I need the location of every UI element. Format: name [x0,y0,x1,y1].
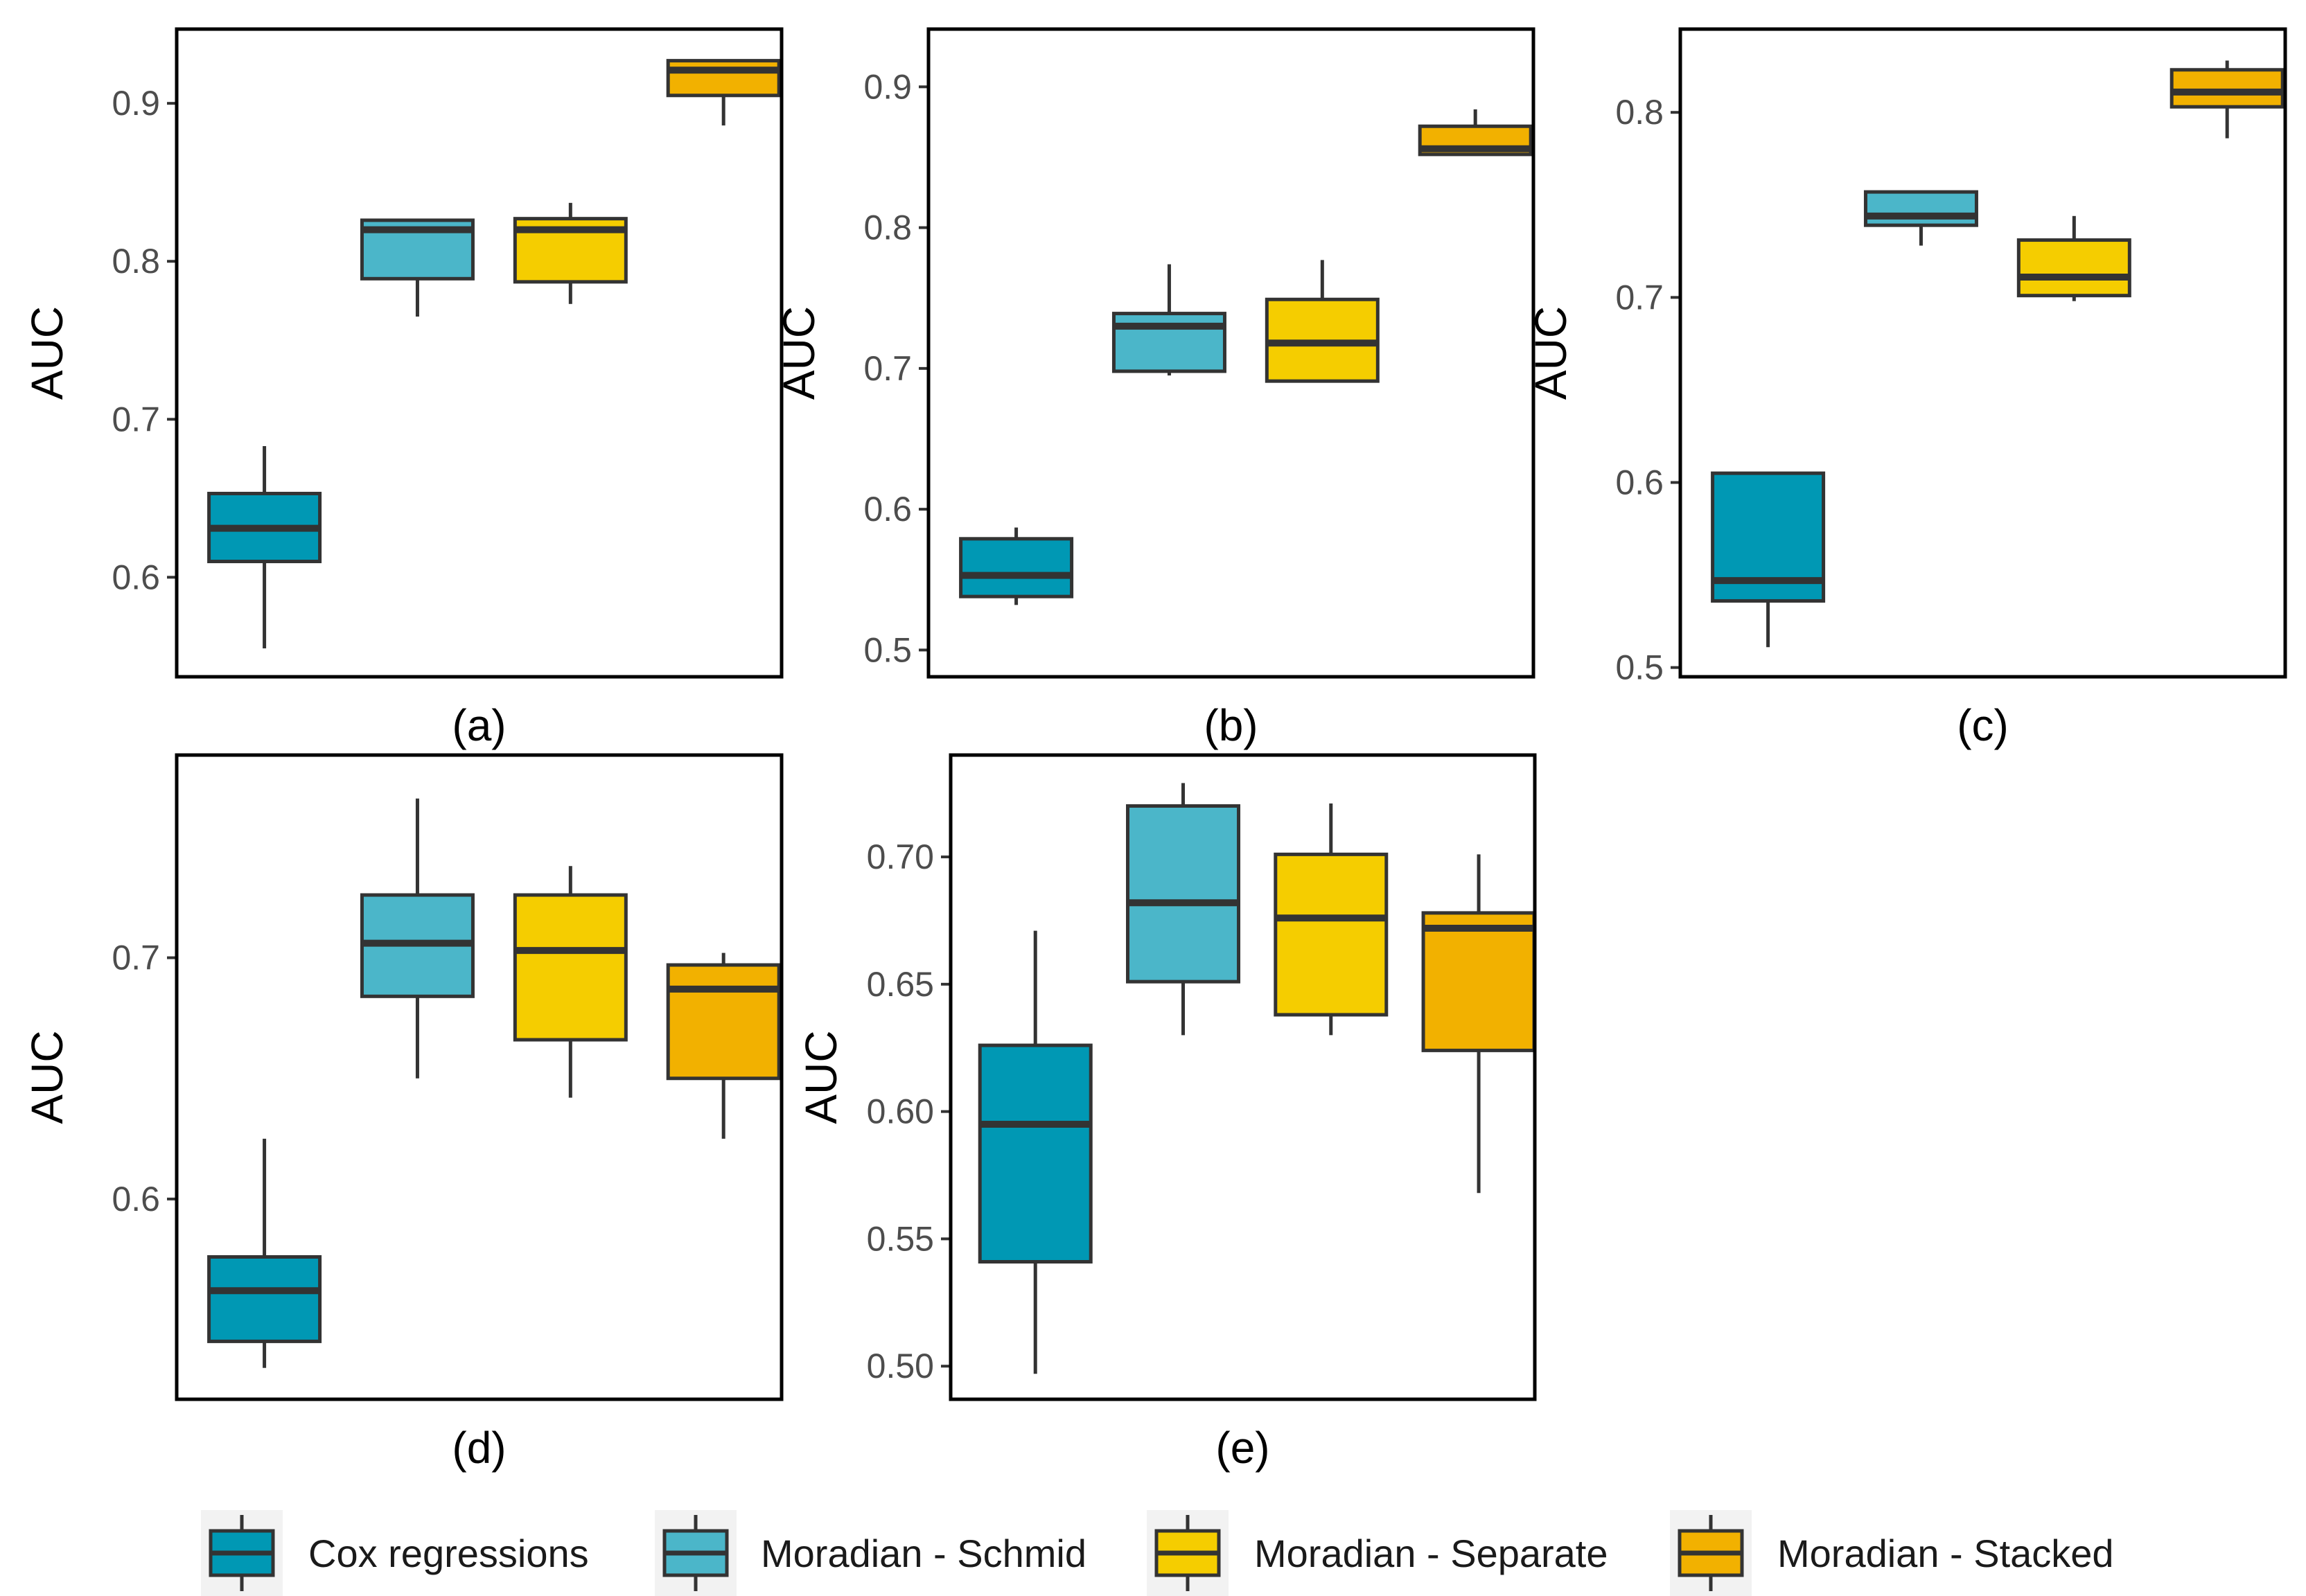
panel-caption: (a) [452,700,506,750]
box-moradian-schmid [1863,190,1978,246]
box-iqr [207,1254,322,1343]
box-cox-regressions [1711,471,1826,648]
panel-c: 0.5 0.6 0.7 0.8 AUC (c) [1526,27,2287,750]
y-tick-label: 0.9 [863,67,912,106]
y-axis-title: AUC [22,306,72,400]
y-tick-label: 0.6 [112,558,160,596]
box-iqr [2169,68,2285,109]
box-moradian-schmid [1126,783,1241,1036]
box-iqr [2016,238,2131,298]
panel-border [949,753,1537,1401]
box-iqr [1111,312,1226,373]
y-tick-label: 0.8 [863,209,912,247]
legend-item-moradian-schmid: Moradian - Schmid [655,1510,1086,1596]
y-tick-label: 0.7 [1615,278,1664,317]
y-axis-title: AUC [796,1030,846,1124]
panel-a: 0.6 0.7 0.8 0.9 AUC (a) [22,27,784,750]
legend-label: Moradian - Schmid [761,1532,1086,1575]
y-tick-label: 0.8 [1615,93,1664,132]
y-tick-label: 0.6 [112,1180,160,1218]
y-axis-title: AUC [774,306,824,400]
y-tick-label: 0.50 [867,1347,934,1385]
box-iqr [1421,911,1536,1052]
box-moradian-schmid [360,798,475,1079]
legend-item-moradian-stacked: Moradian - Stacked [1670,1510,2114,1596]
box-iqr [1126,804,1241,984]
box-iqr [666,59,781,98]
box-cox-regressions [959,527,1074,605]
panels: 0.60.70.80.9AUC(a)0.50.60.70.80.9AUC(b)0… [22,27,2287,1473]
y-tick-label: 0.5 [1615,648,1664,687]
y-tick-label: 0.6 [863,490,912,529]
box-cox-regressions [978,930,1093,1374]
y-tick-label: 0.7 [112,939,160,977]
panel-caption: (c) [1957,700,2009,750]
box-moradian-stacked [666,59,781,126]
y-tick-label: 0.55 [867,1219,934,1258]
box-moradian-separate [1274,803,1389,1036]
y-axis-title: AUC [22,1030,72,1124]
box-moradian-schmid [360,218,475,317]
box-moradian-stacked [1418,109,1533,157]
box-moradian-stacked [2169,60,2285,139]
legend-item-moradian-separate: Moradian - Separate [1147,1510,1608,1596]
y-tick-label: 0.6 [1615,463,1664,502]
box-cox-regressions [207,1138,322,1368]
panel-border [926,27,1535,679]
box-moradian-separate [513,202,628,304]
box-moradian-separate [2016,215,2131,301]
panel-border [1678,27,2287,679]
legend: Cox regressions Moradian - Schmid Moradian… [201,1510,2114,1596]
panel-e: 0.50 0.55 0.60 0.65 0.70 AUC (e) [796,753,1537,1473]
box-iqr [959,537,1074,598]
panel-caption: (e) [1215,1423,1269,1473]
legend-label: Cox regressions [308,1532,589,1575]
box-iqr [1274,852,1389,1017]
legend-item-cox-regressions: Cox regressions [201,1510,589,1596]
panel-border [175,753,784,1401]
box-iqr [513,893,628,1042]
box-cox-regressions [207,446,322,648]
y-tick-label: 0.65 [867,965,934,1004]
box-moradian-stacked [666,952,781,1139]
y-tick-label: 0.70 [867,837,934,876]
panel-border [175,27,784,679]
box-iqr [978,1043,1093,1264]
box-iqr [666,963,781,1081]
y-tick-label: 0.7 [112,400,160,438]
y-tick-label: 0.7 [863,349,912,388]
y-tick-label: 0.60 [867,1092,934,1131]
box-moradian-schmid [1111,264,1226,376]
box-moradian-separate [1265,260,1380,383]
y-tick-label: 0.5 [863,630,912,669]
box-iqr [1863,190,1978,227]
y-axis-title: AUC [1526,306,1576,400]
panel-caption: (b) [1204,700,1258,750]
legend-label: Moradian - Separate [1254,1532,1608,1575]
legend-label: Moradian - Stacked [1777,1532,2114,1575]
panel-d: 0.6 0.7 AUC (d) [22,753,784,1473]
box-moradian-separate [513,866,628,1098]
y-tick-label: 0.8 [112,242,160,281]
panel-caption: (d) [452,1423,506,1473]
box-moradian-stacked [1421,854,1536,1194]
panel-b: 0.5 0.6 0.7 0.8 0.9 AUC (b) [774,27,1535,750]
y-tick-label: 0.9 [112,84,160,123]
